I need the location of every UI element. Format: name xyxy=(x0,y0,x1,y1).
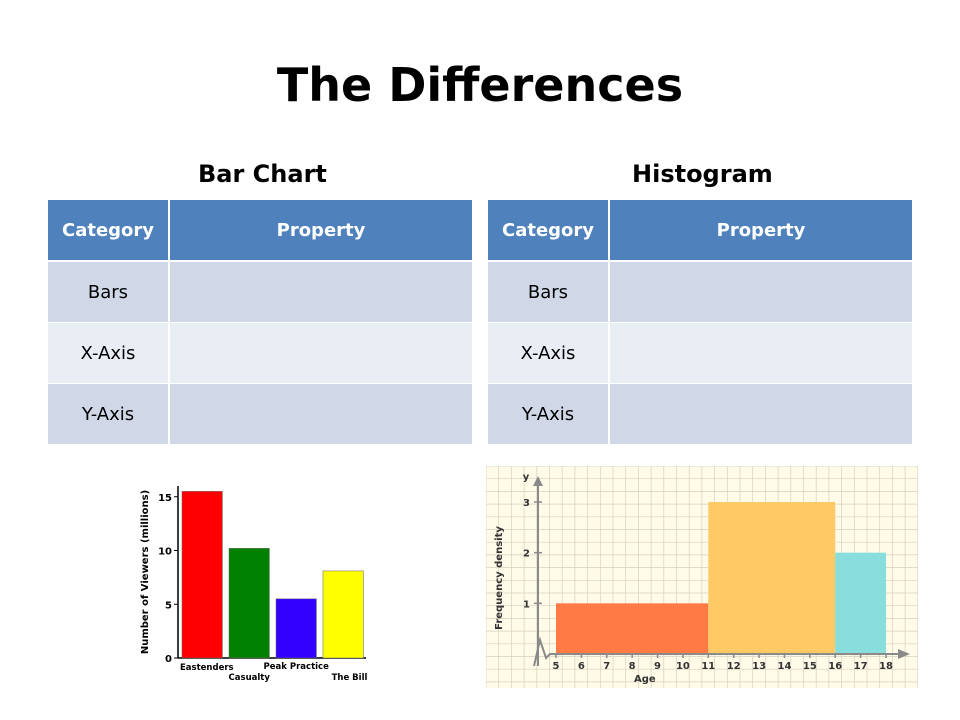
x-tick-label: 14 xyxy=(778,661,792,672)
header-property: Property xyxy=(170,200,472,262)
y-tick-label: 2 xyxy=(523,549,530,560)
bar xyxy=(322,570,364,659)
x-tick-label: 17 xyxy=(854,661,868,672)
category-cell: X-Axis xyxy=(488,323,610,384)
category-cell: X-Axis xyxy=(48,323,170,384)
x-tick-label: 7 xyxy=(603,661,610,672)
category-cell: Y-Axis xyxy=(48,384,170,445)
property-cell xyxy=(170,323,472,384)
x-tick-label: 9 xyxy=(654,661,661,672)
category-label: Eastenders xyxy=(180,663,234,673)
y-axis-arrow xyxy=(533,476,543,486)
y-tick-label: 15 xyxy=(158,493,172,504)
property-cell xyxy=(610,323,912,384)
table-header-row: Category Property xyxy=(488,200,912,262)
x-tick-label: 16 xyxy=(828,661,842,672)
y-axis-name: y xyxy=(523,472,530,483)
slide-title: The Differences xyxy=(276,58,684,112)
x-axis-arrow xyxy=(898,649,910,659)
table-row: Bars xyxy=(48,262,472,323)
bar-chart-table: Category Property Bars X-Axis Y-Axis xyxy=(48,200,472,445)
category-cell: Y-Axis xyxy=(488,384,610,445)
x-tick-label: 8 xyxy=(629,661,636,672)
bar-chart: 0 5 10 15 Number of Viewers (millions) Easten… xyxy=(140,486,368,683)
x-tick-label: 15 xyxy=(803,661,817,672)
category-label: Casualty xyxy=(229,673,271,683)
bar xyxy=(275,598,317,659)
bar xyxy=(228,548,270,659)
histogram-table: Category Property Bars X-Axis Y-Axis xyxy=(488,200,912,445)
header-category: Category xyxy=(48,200,170,262)
y-tick-label: 3 xyxy=(523,498,530,509)
y-tick-label: 0 xyxy=(165,654,172,665)
x-axis-label: Age xyxy=(634,674,656,685)
bar-chart-heading: Bar Chart xyxy=(198,160,327,188)
y-tick-label: 5 xyxy=(165,600,172,611)
x-tick-label: 5 xyxy=(553,661,560,672)
category-cell: Bars xyxy=(48,262,170,323)
y-axis-label: Frequency density xyxy=(494,526,505,630)
property-cell xyxy=(170,262,472,323)
y-tick-label: 10 xyxy=(158,547,172,558)
category-label: The Bill xyxy=(332,673,368,683)
category-cell: Bars xyxy=(488,262,610,323)
y-axis-label: Number of Viewers (millions) xyxy=(140,490,151,654)
x-tick-label: 6 xyxy=(578,661,585,672)
table-header-row: Category Property xyxy=(48,200,472,262)
x-tick-label: 13 xyxy=(752,661,766,672)
table-row: X-Axis xyxy=(488,323,912,384)
property-cell xyxy=(170,384,472,445)
table-row: Y-Axis xyxy=(488,384,912,445)
y-tick-label: 1 xyxy=(523,599,530,610)
table-row: Y-Axis xyxy=(48,384,472,445)
x-tick-label: 18 xyxy=(879,661,893,672)
histogram-heading: Histogram xyxy=(632,160,773,188)
x-tick-label: 12 xyxy=(727,661,741,672)
header-category: Category xyxy=(488,200,610,262)
table-row: Bars xyxy=(488,262,912,323)
x-tick-label: 10 xyxy=(676,661,690,672)
header-property: Property xyxy=(610,200,912,262)
category-label: Peak Practice xyxy=(264,662,330,672)
x-axis-line xyxy=(533,636,900,667)
x-tick-label: 11 xyxy=(701,661,715,672)
property-cell xyxy=(610,262,912,323)
histogram-bar xyxy=(835,552,886,654)
histogram-bar xyxy=(556,603,709,654)
histogram-bar xyxy=(708,502,836,654)
bar xyxy=(181,491,223,659)
property-cell xyxy=(610,384,912,445)
table-row: X-Axis xyxy=(48,323,472,384)
